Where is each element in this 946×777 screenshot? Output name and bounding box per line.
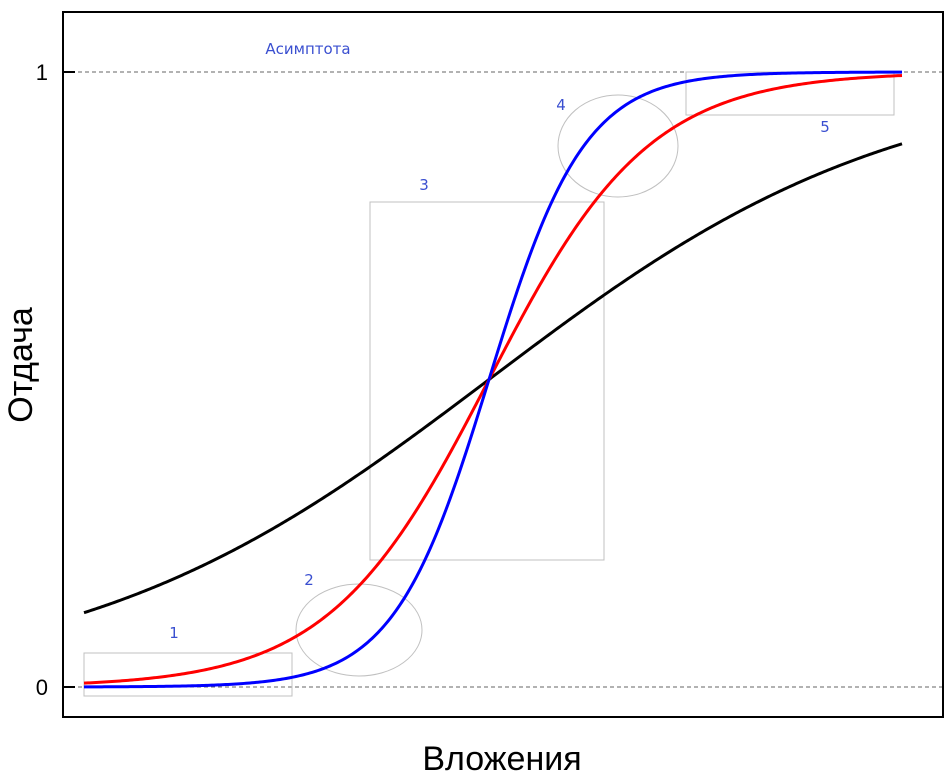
region-4-ellipse: [557, 94, 679, 198]
plot-frame: [62, 11, 944, 718]
x-axis-title: Вложения: [422, 740, 581, 777]
y-tick-label-0: 0: [36, 675, 48, 700]
region-1-label: 1: [169, 624, 179, 642]
region-3-box: [369, 201, 605, 561]
y-tick-label-1: 1: [36, 60, 48, 85]
red-curve: [83, 74, 903, 685]
region-1-box: [83, 652, 293, 697]
asymptote-label: Асимптота: [265, 40, 350, 58]
black-curve: [83, 142, 903, 615]
region-2-label: 2: [304, 571, 314, 589]
region-4-label: 4: [556, 96, 566, 114]
y-axis-title: Отдача: [2, 307, 40, 423]
blue-curve: [83, 70, 902, 689]
region-3-label: 3: [419, 176, 429, 194]
region-5-label: 5: [820, 118, 830, 136]
